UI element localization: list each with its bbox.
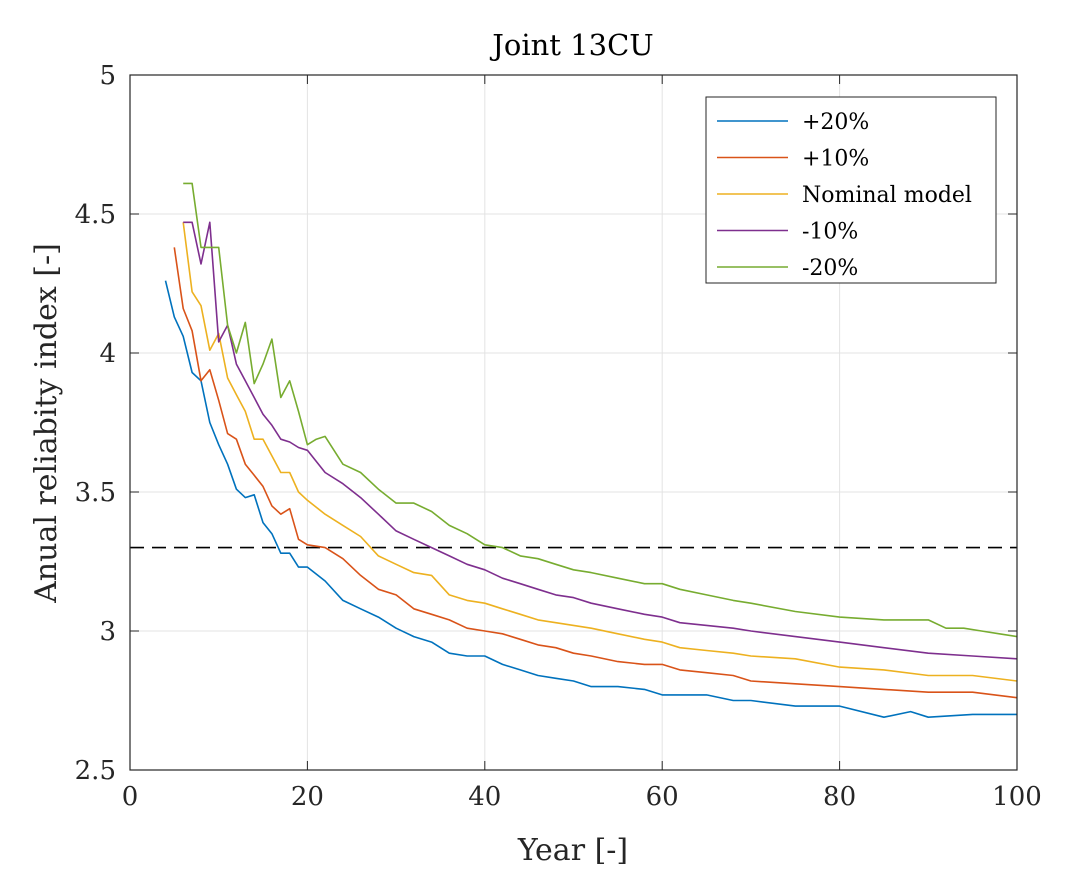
x-tick-label: 0 bbox=[122, 782, 139, 812]
y-tick-label: 3 bbox=[99, 617, 116, 647]
legend-box bbox=[705, 96, 997, 284]
legend-label: +10% bbox=[802, 147, 869, 172]
legend-label: -20% bbox=[802, 256, 858, 281]
legend: +20% +10% Nominal model -10% -20% bbox=[705, 96, 997, 284]
x-tick-label: 20 bbox=[291, 782, 324, 812]
axis-ticks: 0 20 40 60 80 100 2.5 3 3.5 4 4.5 5 bbox=[75, 61, 1042, 812]
y-tick-label: 3.5 bbox=[75, 478, 116, 508]
series-line-5 bbox=[183, 182, 1018, 638]
y-tick-label: 4 bbox=[99, 339, 116, 369]
y-tick-label: 5 bbox=[99, 61, 116, 91]
series-line-1 bbox=[164, 280, 1017, 719]
y-tick-label: 4.5 bbox=[75, 200, 116, 230]
series-group bbox=[164, 182, 1018, 719]
series-line-3 bbox=[182, 222, 1018, 682]
x-tick-label: 100 bbox=[992, 782, 1042, 812]
axes-box bbox=[129, 74, 1018, 771]
y-tick-label: 2.5 bbox=[75, 756, 116, 786]
legend-label: -10% bbox=[802, 220, 858, 245]
chart-title: Joint 13CU bbox=[489, 28, 653, 62]
legend-label: Nominal model bbox=[802, 183, 972, 208]
series-line-2 bbox=[173, 247, 1018, 699]
y-axis-title: Anual reliabity index [-] bbox=[29, 243, 64, 604]
x-tick-label: 40 bbox=[468, 782, 501, 812]
x-tick-label: 80 bbox=[823, 782, 856, 812]
legend-label: +20% bbox=[802, 110, 869, 135]
x-axis-title: Year [-] bbox=[517, 833, 628, 868]
series-line-4 bbox=[183, 221, 1018, 660]
x-tick-label: 60 bbox=[646, 782, 679, 812]
